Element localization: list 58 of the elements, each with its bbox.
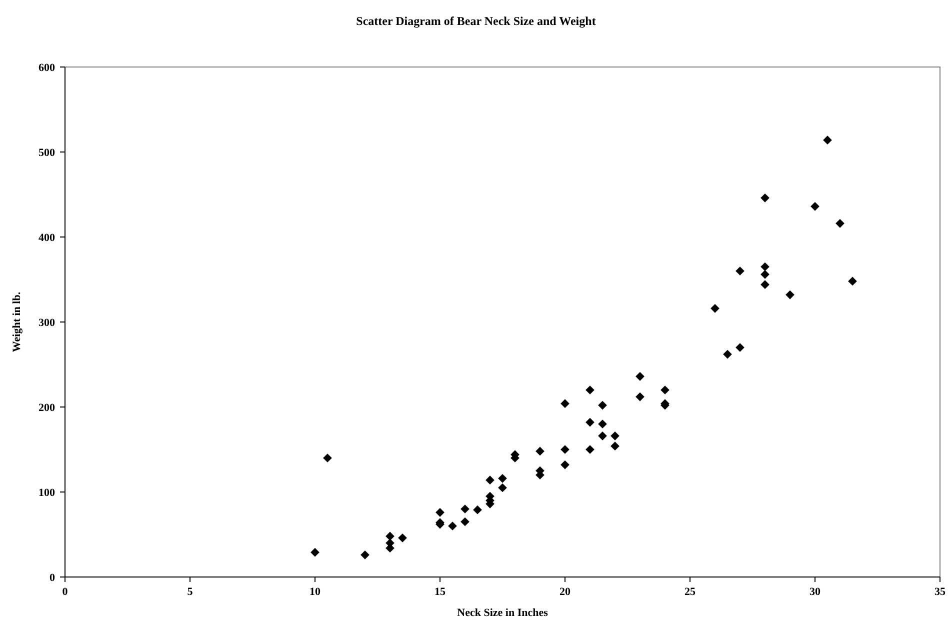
point (598, 420, 607, 428)
y-tick-label: 300 (38, 317, 56, 329)
point (460, 517, 470, 526)
point (560, 399, 570, 408)
point (473, 505, 482, 514)
point (636, 392, 644, 402)
chart-title: Scatter Diagram of Bear Neck Size and Weight (356, 14, 596, 28)
point (823, 136, 832, 145)
point (760, 262, 770, 272)
y-tick-label: 0 (50, 572, 56, 584)
point (736, 266, 744, 276)
point (448, 522, 457, 530)
point (760, 193, 770, 202)
point (323, 454, 332, 462)
point (610, 431, 620, 440)
x-tick-label: 5 (187, 586, 194, 598)
x-axis-title: Neck Size in Inches (457, 607, 549, 619)
x-tick-label: 35 (934, 586, 946, 598)
point (598, 431, 607, 440)
point (598, 400, 607, 410)
point (810, 202, 820, 211)
point (723, 350, 732, 359)
point (498, 483, 507, 492)
point (486, 476, 494, 485)
y-tick-label: 500 (38, 147, 56, 159)
point (560, 445, 570, 454)
y-axis-title: Weight in lb. (11, 292, 23, 352)
x-tick-label: 0 (62, 586, 68, 598)
point (498, 474, 507, 483)
x-tick-label: 25 (684, 586, 696, 598)
point (586, 386, 594, 394)
point (360, 550, 370, 560)
point (836, 218, 844, 228)
x-tick-label: 30 (810, 586, 821, 598)
y-tick-label: 100 (38, 487, 56, 499)
y-tick-label: 200 (38, 402, 56, 414)
point (586, 418, 594, 427)
x-tick-label: 10 (310, 586, 321, 598)
point (536, 446, 544, 456)
x-tick-label: 15 (434, 586, 446, 598)
point (760, 280, 770, 290)
y-tick-label: 600 (38, 62, 56, 74)
y-tick-label: 400 (38, 232, 56, 244)
point (760, 270, 770, 279)
point (398, 533, 407, 542)
point (710, 304, 720, 313)
x-tick-label: 20 (560, 586, 571, 598)
point (736, 343, 744, 352)
point (460, 504, 470, 514)
point (660, 386, 670, 394)
point (436, 508, 444, 517)
point (586, 445, 594, 454)
point (786, 290, 794, 300)
point (310, 548, 320, 557)
point (848, 276, 857, 286)
point (636, 372, 644, 381)
point (610, 442, 620, 451)
point (560, 460, 570, 470)
